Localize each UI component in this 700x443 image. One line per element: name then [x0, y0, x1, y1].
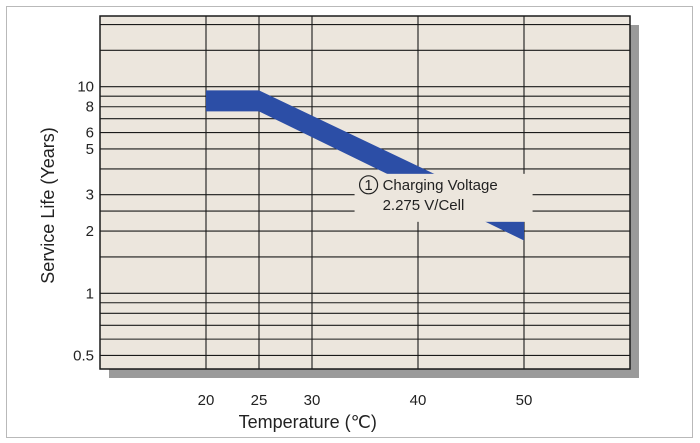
annotation: 1 Charging Voltage 2.275 V/Cell [354, 173, 533, 222]
x-tick-label: 30 [304, 392, 321, 409]
y-tick-label: 5 [86, 141, 94, 158]
annotation-marker-circle [358, 175, 379, 195]
series-band [206, 90, 524, 241]
y-tick-label: 2 [86, 223, 94, 240]
chart-frame: 1 Charging Voltage 2.275 V/Cell 0.5 1 2 3 5 6… [6, 6, 693, 438]
y-axis-title: Service Life (Years) [38, 127, 58, 283]
x-tick-label: 40 [410, 392, 427, 409]
y-tick-label: 6 [86, 125, 94, 142]
x-axis-title: Temperature (℃) [239, 412, 377, 432]
y-tick-label: 8 [86, 99, 94, 116]
x-tick-label: 20 [198, 392, 215, 409]
annotation-background [354, 173, 533, 222]
annotation-line-1: Charging Voltage [383, 177, 498, 194]
grid [100, 16, 630, 369]
y-tick-label: 10 [77, 79, 94, 96]
annotation-marker-number: 1 [364, 177, 372, 194]
x-tick-label: 25 [251, 392, 268, 409]
series-band-0 [206, 90, 524, 241]
x-tick-labels: 20 25 30 40 50 [198, 392, 533, 409]
y-tick-label: 0.5 [73, 347, 94, 364]
service-life-chart: 1 Charging Voltage 2.275 V/Cell 0.5 1 2 3 56… [38, 15, 639, 432]
y-tick-label: 1 [86, 285, 94, 302]
annotation-line-2: 2.275 V/Cell [383, 197, 465, 214]
y-tick-label: 3 [86, 187, 94, 204]
x-tick-label: 50 [516, 392, 533, 409]
y-tick-labels: 0.5 1 2 3 56 8 10 [73, 79, 94, 365]
